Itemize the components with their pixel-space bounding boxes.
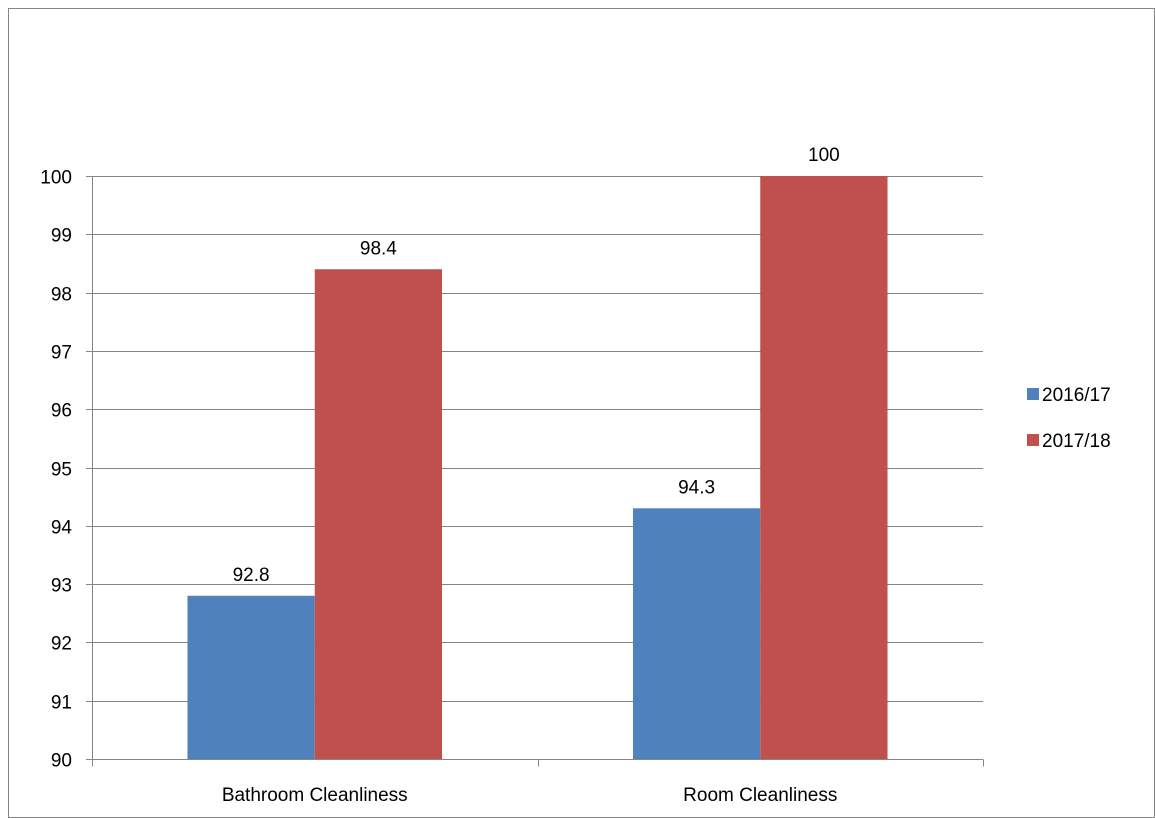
y-tick-label: 91 [51,693,72,714]
bar-2016-17-1 [632,508,761,759]
y-tick-label: 93 [51,576,72,597]
bars [187,176,888,759]
y-tick-label: 95 [51,460,72,481]
y-tick-label: 96 [51,401,72,422]
bar-2017-18-0 [314,269,443,759]
y-tick-label: 94 [51,518,73,539]
x-category-label: Room Cleanliness [683,785,837,806]
y-tick-label: 92 [51,634,72,655]
chart-frame [8,8,1155,818]
legend-label: 2016/17 [1042,385,1111,406]
data-labels: 92.8 98.4 94.3 100 [233,145,840,586]
legend-swatch [1027,388,1039,400]
y-tick-label: 97 [51,343,72,364]
bar-2017-18-1 [760,176,888,759]
data-label: 100 [808,145,840,166]
data-label: 98.4 [360,238,397,259]
legend: 2016/17 2017/18 [1027,385,1111,452]
bar-2016-17-0 [187,595,315,759]
data-label: 94.3 [678,477,715,498]
legend-label: 2017/18 [1042,431,1111,452]
y-tick-label: 100 [40,168,72,189]
x-category-label: Bathroom Cleanliness [222,785,408,806]
axes: 90 91 92 93 94 95 96 97 98 99 100 Bathroom Cleanlin… [40,168,984,806]
data-label: 92.8 [233,565,270,586]
y-tick-label: 90 [51,751,72,772]
legend-swatch [1027,434,1039,446]
y-tick-label: 99 [51,226,72,247]
y-tick-label: 98 [51,285,72,306]
